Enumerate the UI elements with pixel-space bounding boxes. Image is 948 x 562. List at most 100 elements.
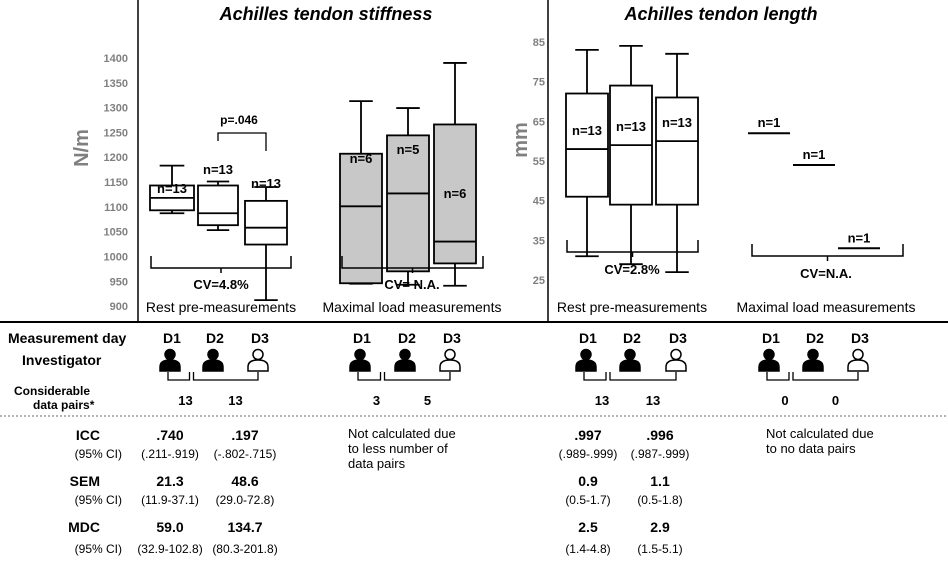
stat-value-icc: .740	[156, 427, 183, 443]
person-head	[399, 348, 411, 361]
stat-value-sem: 1.1	[650, 473, 670, 489]
row-label-ci: (95% CI)	[75, 493, 122, 507]
y-tick-label: 85	[533, 37, 545, 49]
y-tick-label: 35	[533, 235, 545, 247]
data-pair-bracket	[583, 372, 677, 381]
p-value-label: p=.046	[220, 113, 258, 127]
group-brace	[341, 256, 484, 273]
n-label: n=1	[848, 230, 871, 245]
stat-ci-mdc: (32.9-102.8)	[137, 542, 202, 556]
stat-ci-icc: (.987-.999)	[631, 447, 690, 461]
day-label-d2: D2	[623, 330, 641, 346]
day-label-d1: D1	[163, 330, 181, 346]
person-body	[802, 359, 824, 372]
data-pair-bracket	[167, 372, 259, 381]
person-head	[354, 348, 366, 361]
person-head	[624, 348, 636, 361]
pairs-count: 0	[781, 393, 788, 408]
pairs-count: 13	[228, 393, 242, 408]
person-head	[763, 348, 775, 361]
y-tick-label: 900	[110, 301, 128, 313]
stat-value-icc: .996	[646, 427, 673, 443]
stat-ci-mdc: (1.5-5.1)	[637, 542, 682, 556]
person-icon	[847, 348, 869, 372]
box-iqr	[565, 92, 609, 198]
person-icon	[758, 348, 780, 372]
y-tick-label: 1150	[104, 177, 128, 189]
box-length-rest-d3	[655, 52, 699, 274]
y-tick-label: 1400	[104, 53, 128, 65]
pairs-count: 0	[832, 393, 839, 408]
n-label: n=1	[803, 147, 826, 162]
person-head	[807, 348, 819, 361]
person-icon	[349, 348, 371, 372]
cv-label: CV= N.A.	[384, 277, 439, 292]
person-body	[665, 359, 687, 372]
stat-value-mdc: 59.0	[156, 519, 183, 535]
person-icon	[159, 348, 181, 372]
pairs-count: 13	[646, 393, 660, 408]
box-iqr	[655, 96, 699, 206]
n-label: n=6	[444, 186, 467, 201]
y-tick-label: 55	[533, 156, 545, 168]
row-label-sem: SEM	[70, 473, 100, 489]
y-tick-label: 1300	[104, 103, 128, 115]
not-calculated-note: data pairs	[348, 456, 406, 471]
stat-value-sem: 21.3	[156, 473, 183, 489]
box-stiffness-max-d3	[433, 62, 477, 287]
person-icon	[575, 348, 597, 372]
stat-ci-sem: (29.0-72.8)	[216, 493, 275, 507]
group-brace	[150, 256, 292, 273]
person-icon	[802, 348, 824, 372]
y-tick-label: 1100	[104, 202, 128, 214]
y-tick-label: 45	[533, 196, 545, 208]
group-brace	[566, 240, 699, 257]
y-tick-label: 65	[533, 116, 545, 128]
y-tick-label: 1000	[104, 251, 128, 263]
person-body	[619, 359, 641, 372]
day-label-d3: D3	[669, 330, 687, 346]
y-tick-label: 950	[110, 276, 128, 288]
pairs-count: 13	[595, 393, 609, 408]
box-stiffness-rest-d1	[149, 164, 195, 215]
box-stiffness-rest-d2	[197, 180, 239, 232]
person-body	[349, 359, 371, 372]
not-calculated-note: Not calculated due	[348, 426, 456, 441]
data-pair-bracket	[766, 372, 859, 381]
person-icon	[394, 348, 416, 372]
group-name: Maximal load measurements	[323, 299, 502, 315]
person-body	[847, 359, 869, 372]
day-label-d3: D3	[851, 330, 869, 346]
person-head	[252, 348, 264, 361]
box-stiffness-max-d2	[386, 107, 430, 286]
person-body	[394, 359, 416, 372]
stat-ci-mdc: (1.4-4.8)	[565, 542, 610, 556]
stat-ci-sem: (11.9-37.1)	[141, 493, 199, 507]
box-length-rest-d2	[609, 44, 653, 266]
box-iqr	[339, 152, 383, 285]
day-label-d2: D2	[398, 330, 416, 346]
y-axis-label: mm	[510, 122, 532, 158]
cv-label: CV=4.8%	[193, 277, 249, 292]
stat-value-sem: 48.6	[231, 473, 258, 489]
row-label-measurement-day: Measurement day	[8, 330, 126, 346]
day-label-d3: D3	[251, 330, 269, 346]
y-tick-label: 25	[533, 275, 545, 287]
row-label-ci: (95% CI)	[75, 447, 122, 461]
not-calculated-note: Not calculated due	[766, 426, 874, 441]
box-iqr	[386, 134, 430, 273]
stat-value-icc: .197	[231, 427, 258, 443]
group-name: Rest pre-measurements	[557, 299, 707, 315]
person-body	[439, 359, 461, 372]
p-value-bracket	[217, 132, 267, 151]
group-brace	[751, 244, 904, 261]
pairs-count: 3	[373, 393, 380, 408]
person-icon	[665, 348, 687, 372]
day-label-d2: D2	[806, 330, 824, 346]
stat-ci-icc: (.989-.999)	[559, 447, 618, 461]
stat-value-mdc: 2.9	[650, 519, 670, 535]
stat-value-sem: 0.9	[578, 473, 598, 489]
n-label: n=13	[251, 176, 281, 191]
box-length-rest-d1	[565, 48, 609, 258]
